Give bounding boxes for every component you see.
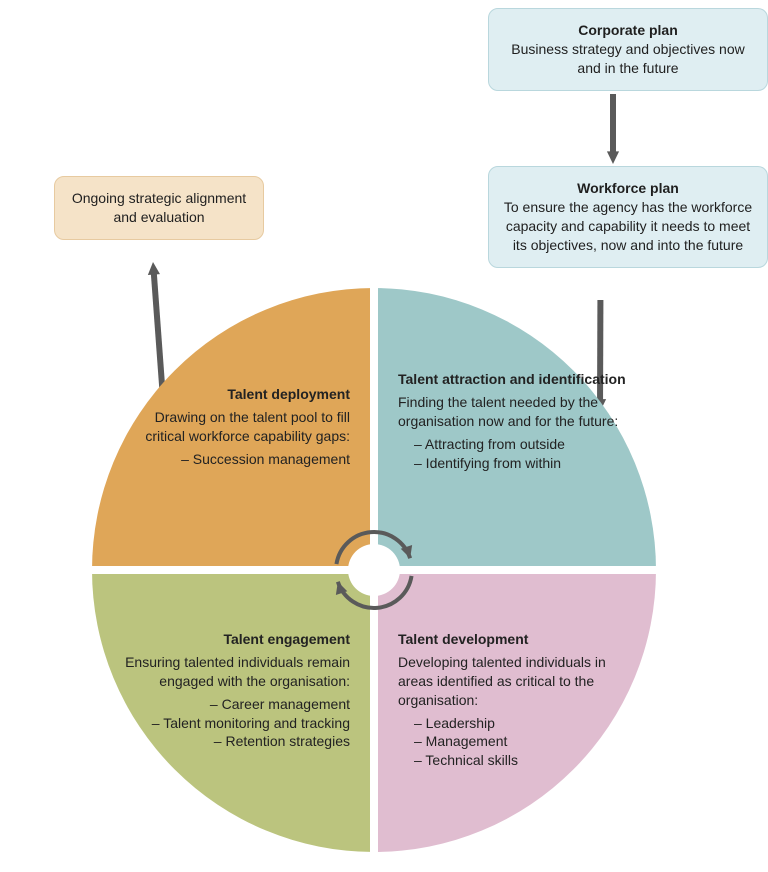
bullet: – Succession management <box>120 450 350 469</box>
corporate-plan-box: Corporate plan Business strategy and obj… <box>488 8 768 91</box>
quad-tl-title: Talent deployment <box>120 385 350 404</box>
quad-bl-title: Talent engagement <box>120 630 350 649</box>
ongoing-text: Ongoing strategic alignment and evaluati… <box>69 189 249 227</box>
bullet: – Retention strategies <box>120 732 350 751</box>
quad-br-text: Talent development Developing talented i… <box>398 630 628 770</box>
quad-bl-bullets: – Career management– Talent monitoring a… <box>120 695 350 752</box>
bullet: – Identifying from within <box>414 454 628 473</box>
diagram-stage: Corporate plan Business strategy and obj… <box>0 0 768 872</box>
quad-tr-desc: Finding the talent needed by the organis… <box>398 393 628 431</box>
bullet: – Attracting from outside <box>414 435 628 454</box>
quad-tl-bullets: – Succession management <box>120 450 350 469</box>
quad-tl-text: Talent deployment Drawing on the talent … <box>120 385 350 469</box>
corporate-plan-title: Corporate plan <box>503 21 753 40</box>
quad-bl-text: Talent engagement Ensuring talented indi… <box>120 630 350 751</box>
quad-br-title: Talent development <box>398 630 628 649</box>
quad-tr-text: Talent attraction and identification Fin… <box>398 370 628 472</box>
bullet: – Talent monitoring and tracking <box>120 714 350 733</box>
quad-br-bullets: – Leadership– Management– Technical skil… <box>398 714 628 771</box>
quad-bl-desc: Ensuring talented individuals remain eng… <box>120 653 350 691</box>
quad-tl-desc: Drawing on the talent pool to fill criti… <box>120 408 350 446</box>
quad-tr-bullets: – Attracting from outside– Identifying f… <box>398 435 628 473</box>
workforce-plan-title: Workforce plan <box>503 179 753 198</box>
workforce-plan-text: To ensure the agency has the workforce c… <box>503 198 753 255</box>
workforce-plan-box: Workforce plan To ensure the agency has … <box>488 166 768 268</box>
bullet: – Leadership <box>414 714 628 733</box>
corporate-plan-text: Business strategy and objectives now and… <box>503 40 753 78</box>
arrow-corporate-to-workforce <box>601 82 625 176</box>
bullet: – Technical skills <box>414 751 628 770</box>
quad-tr-title: Talent attraction and identification <box>398 370 628 389</box>
bullet: – Career management <box>120 695 350 714</box>
center-cycle-icon <box>324 520 424 620</box>
quad-br-desc: Developing talented individuals in areas… <box>398 653 628 710</box>
ongoing-box: Ongoing strategic alignment and evaluati… <box>54 176 264 240</box>
bullet: – Management <box>414 732 628 751</box>
